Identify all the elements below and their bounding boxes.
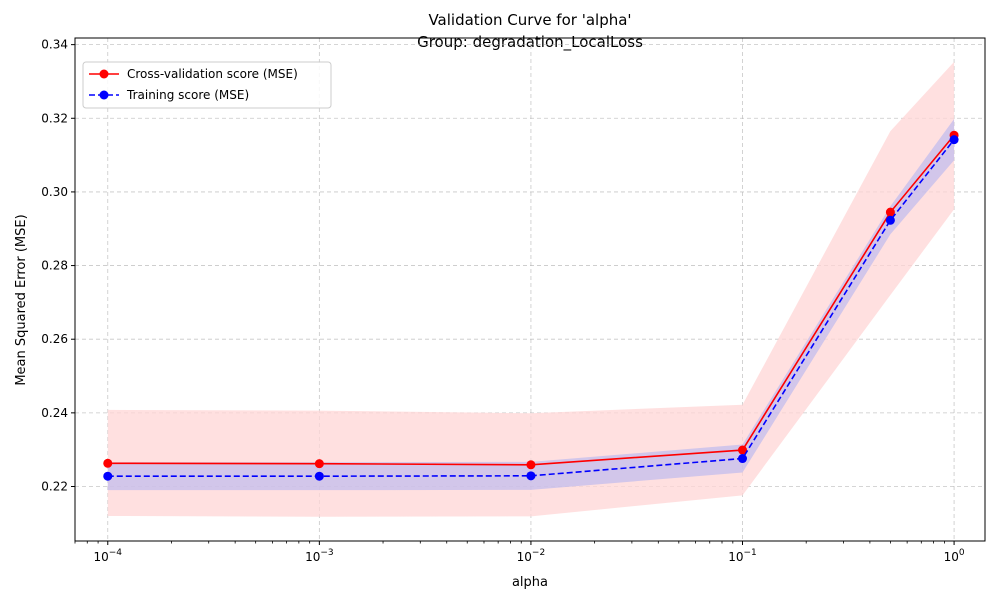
x-tick-label: 100 bbox=[944, 548, 965, 564]
chart-subtitle: Group: degradation_LocalLoss bbox=[417, 33, 643, 52]
data-point-training bbox=[738, 454, 748, 464]
y-tick-label: 0.26 bbox=[41, 332, 68, 346]
confidence-bands bbox=[107, 61, 955, 517]
axes: 0.22 0.24 0.26 0.28 0.30 0.32 0.34 10−4 10−3 10−2… bbox=[41, 37, 986, 564]
x-axis-label: alpha bbox=[512, 575, 548, 590]
series-line-training bbox=[107, 139, 955, 477]
y-tick-label: 0.28 bbox=[41, 259, 68, 273]
data-point-cross-validation bbox=[314, 459, 324, 469]
data-point-training bbox=[103, 471, 113, 481]
y-tick-label: 0.24 bbox=[41, 406, 68, 420]
legend-swatch-marker-training bbox=[99, 90, 109, 100]
legend-label-cross-validation: Cross-validation score (MSE) bbox=[127, 67, 298, 81]
y-axis-label: Mean Squared Error (MSE) bbox=[14, 214, 29, 385]
chart-title: Validation Curve for 'alpha' bbox=[428, 11, 631, 29]
legend-box bbox=[82, 61, 332, 109]
data-point-training bbox=[314, 471, 324, 481]
legend-label-training: Training score (MSE) bbox=[126, 88, 249, 102]
data-point-cross-validation bbox=[738, 445, 748, 455]
y-tick-label: 0.32 bbox=[41, 111, 68, 125]
series-line-cross-validation bbox=[107, 134, 955, 466]
data-point-cross-validation bbox=[526, 460, 536, 470]
x-tick-label: 10−3 bbox=[305, 548, 334, 564]
data-point-cross-validation bbox=[885, 207, 895, 217]
data-point-training bbox=[526, 471, 536, 481]
data-point-cross-validation bbox=[103, 458, 113, 468]
legend: Cross-validation score (MSE) Training sco… bbox=[82, 61, 332, 109]
x-tick-label: 10−1 bbox=[728, 548, 757, 564]
legend-swatch-marker-cross-validation bbox=[99, 69, 109, 79]
data-point-training bbox=[949, 135, 959, 145]
y-tick-label: 0.30 bbox=[41, 185, 68, 199]
series-lines bbox=[103, 130, 959, 481]
y-tick-label: 0.22 bbox=[41, 480, 68, 494]
y-tick-label: 0.34 bbox=[41, 38, 68, 52]
data-point-training bbox=[885, 215, 895, 225]
plot-frame bbox=[74, 37, 986, 542]
x-tick-label: 10−2 bbox=[517, 548, 546, 564]
x-tick-label: 10−4 bbox=[93, 548, 122, 564]
